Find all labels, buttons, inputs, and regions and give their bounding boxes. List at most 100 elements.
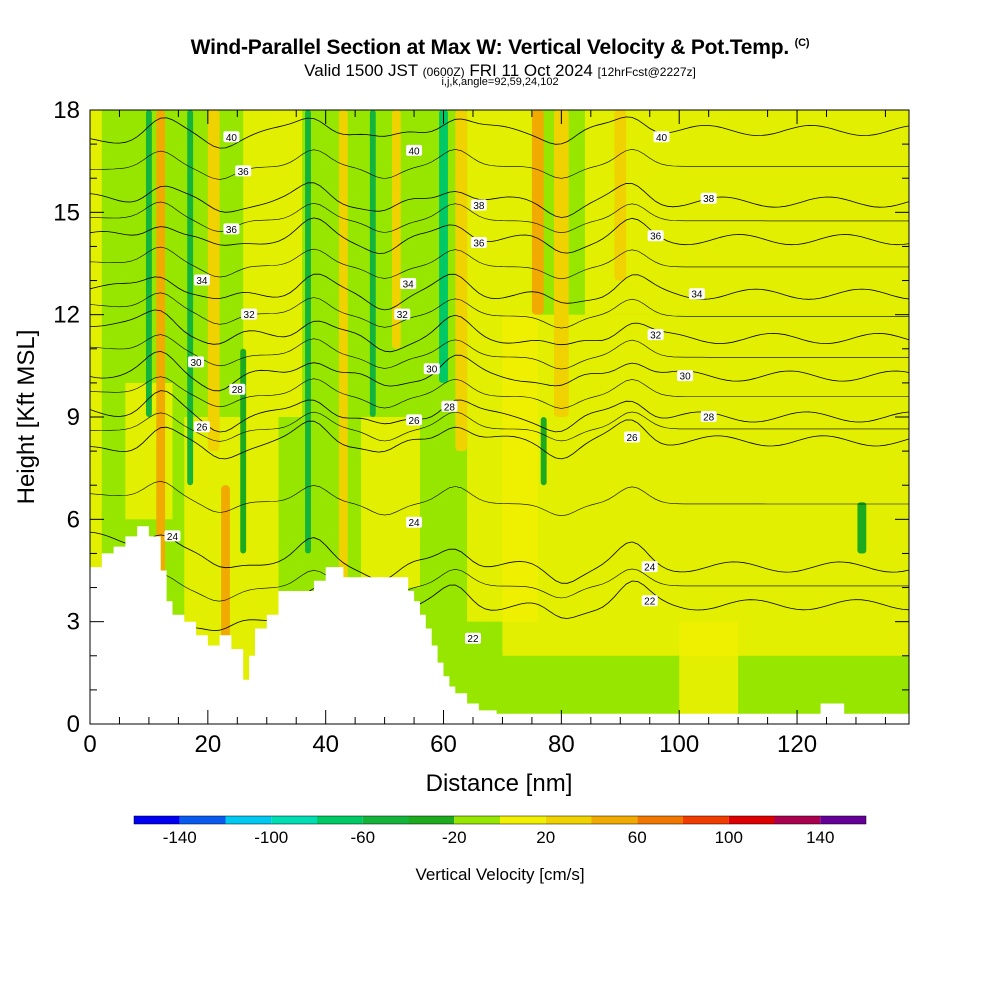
contour-label-text: 32 (397, 310, 409, 321)
contour-label-bg (223, 223, 240, 235)
contour-label-bg (188, 356, 205, 368)
theta-contour-36 (90, 217, 909, 254)
contour-label-text: 32 (244, 310, 256, 321)
theta-contour-40 (90, 116, 909, 149)
y-tick-label: 9 (67, 404, 80, 431)
contour-label-text: 36 (473, 239, 485, 250)
contour-label-text: 24 (167, 532, 179, 543)
contour-label-text: 34 (691, 290, 703, 301)
colorbar-swatch (500, 816, 546, 824)
colorbar-swatch (317, 816, 363, 824)
contour-label-text: 28 (703, 413, 715, 424)
contour-label-bg (406, 516, 423, 528)
contour-label-bg (193, 274, 210, 286)
contour-label-bg (164, 530, 181, 542)
forecast-info: [12hrFcst@2227z] (597, 65, 696, 79)
contour-label: 30 (188, 356, 205, 369)
chart-title: Wind-Parallel Section at Max W: Vertical… (0, 36, 1000, 60)
downdraft-streak (857, 502, 867, 554)
contour-label-bg (624, 431, 641, 443)
contour-label-text: 38 (473, 201, 485, 212)
theta-contour-22 (90, 580, 909, 657)
contour-label: 34 (688, 288, 705, 301)
updraft-streak (338, 110, 348, 588)
colorbar-label: -140 (163, 828, 197, 847)
x-tick-label: 120 (777, 731, 817, 758)
theta-contour-minor (90, 246, 909, 280)
contour-label: 24 (406, 516, 423, 529)
updraft-streak (207, 110, 220, 452)
contour-label-text: 22 (644, 597, 656, 608)
theta-contour-minor (90, 411, 909, 442)
updraft-streak (554, 110, 569, 417)
weak-updraft-region (502, 314, 909, 656)
updraft-streak (531, 110, 544, 315)
contour-label-text: 24 (409, 518, 421, 529)
colorbar-label: -60 (350, 828, 375, 847)
contour-label-bg (464, 632, 481, 644)
theta-contour-32 (90, 309, 909, 353)
theta-contour-minor (90, 292, 909, 329)
y-tick-label: 12 (53, 302, 80, 329)
contour-label: 30 (423, 363, 440, 376)
x-tick-label: 80 (548, 731, 575, 758)
contour-label-bg (241, 308, 258, 320)
x-tick-label: 20 (194, 731, 221, 758)
y-axis-title: Height [Kft MSL] (13, 330, 40, 505)
y-tick-label: 15 (53, 199, 80, 226)
contour-label-bg (394, 308, 411, 320)
contour-label-bg (406, 144, 423, 156)
colorbar-swatch (637, 816, 683, 824)
theta-contour-34 (90, 273, 909, 311)
contour-label: 28 (700, 411, 717, 424)
contour-label: 36 (470, 237, 487, 250)
contour-label-text: 26 (627, 433, 639, 444)
y-tick-label: 3 (67, 609, 80, 636)
contour-label-text: 28 (232, 385, 244, 396)
theta-contour-24 (90, 531, 909, 584)
downdraft-streak (240, 348, 247, 554)
contour-label: 40 (653, 131, 670, 144)
colorbar-swatch (134, 816, 180, 824)
contour-label-text: 30 (680, 372, 692, 383)
contour-label: 32 (241, 308, 258, 321)
colorbar-swatch (179, 816, 226, 824)
contour-label-bg (653, 131, 670, 143)
x-tick-label: 0 (83, 731, 96, 758)
colorbar-swatch (362, 816, 409, 824)
contour-label: 40 (406, 144, 423, 157)
contour-label: 24 (164, 530, 181, 543)
theta-contour-minor (90, 480, 909, 517)
theta-contour-minor (90, 148, 909, 180)
contour-label-text: 26 (409, 416, 421, 427)
weak-updraft-region (584, 110, 909, 315)
downdraft-streak (145, 110, 152, 417)
colorbar-frame (133, 815, 867, 825)
contour-label-text: 32 (650, 331, 662, 342)
colorbar-swatch (683, 816, 729, 824)
contour-label-text: 36 (226, 225, 238, 236)
contour-label-text: 24 (644, 563, 656, 574)
indices-info: i,j,k,angle=92,59,24,102 (441, 76, 559, 88)
contour-label: 40 (223, 131, 240, 144)
contour-label-text: 40 (226, 133, 238, 144)
contour-label-bg (700, 192, 717, 204)
theta-contour-28 (90, 390, 909, 433)
contour-label: 34 (400, 277, 417, 290)
plot-area: 40 36 36 34 32 30 28 26 24 40 38 36 34 32 30 28 26 24 22 40… (90, 110, 909, 724)
weak-updraft-region (361, 417, 420, 588)
contour-labels: 40 36 36 34 32 30 28 26 24 40 38 36 34 32 30 28 26 24 22 40… (164, 131, 717, 645)
contour-label-bg (441, 400, 458, 412)
contour-label: 34 (193, 274, 210, 287)
updraft-streak (455, 110, 468, 452)
contour-label: 28 (229, 383, 246, 396)
contour-label-bg (677, 370, 694, 382)
theta-contour-30 (90, 350, 909, 392)
contour-label-text: 40 (656, 133, 668, 144)
y-tick-label: 18 (53, 97, 80, 124)
contour-label-text: 30 (190, 358, 202, 369)
contour-label-bg (470, 199, 487, 211)
colorbar-label: -100 (254, 828, 288, 847)
